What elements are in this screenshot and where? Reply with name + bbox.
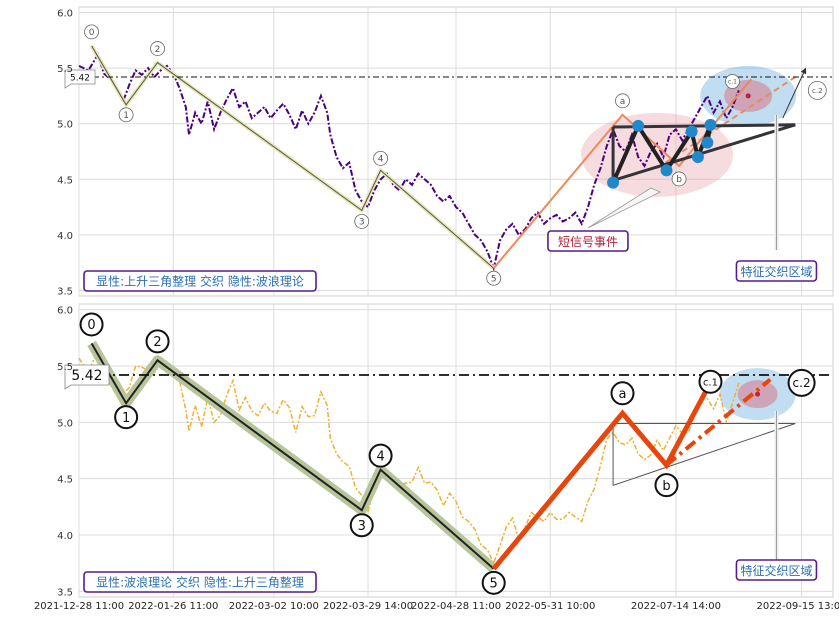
y-tick-label: 5.0 — [57, 120, 73, 131]
x-tick-label: 2022-03-02 10:00 — [229, 601, 319, 612]
y-tick-label: 5.5 — [57, 64, 73, 75]
reference-line-label: 5.42 — [71, 368, 102, 384]
x-tick-label: 2021-12-28 11:00 — [34, 601, 124, 612]
reference-line-label-box — [64, 364, 110, 390]
signal-label-circle — [807, 80, 827, 100]
legend-bottom-box — [83, 571, 317, 593]
feature-zone-label-box — [735, 260, 818, 282]
wave-label-circle — [84, 24, 99, 40]
y-tick-label: 6.0 — [57, 9, 73, 20]
wave-line — [91, 45, 495, 269]
y-tick-label: 4.0 — [57, 531, 73, 542]
wave-label-circle — [118, 107, 134, 123]
legend-bottom: 显性:波浪理论 交织 隐性:上升三角整理 — [96, 575, 304, 590]
signal-label: c.2 — [812, 87, 823, 95]
y-tick-label: 3.5 — [57, 587, 73, 598]
y-tick-label: 5.0 — [57, 418, 73, 429]
zigzag-point — [701, 136, 714, 149]
signal-label-circle — [610, 381, 635, 406]
triangle-lower — [612, 123, 796, 182]
wave-label-circle — [349, 513, 374, 538]
wave-label: 0 — [89, 28, 95, 38]
reference-line-label-box — [64, 69, 96, 89]
short-signal-line — [491, 387, 710, 571]
wave-label: 5 — [491, 274, 497, 284]
wave-label: 0 — [87, 318, 95, 333]
wave-label: 2 — [153, 335, 161, 350]
reference-line-label: 5.42 — [70, 74, 90, 84]
zigzag-point — [632, 119, 645, 132]
zigzag-point — [685, 125, 698, 138]
zigzag-point — [607, 176, 620, 189]
feature-zone-label-box — [735, 559, 818, 581]
y-tick-label: 4.0 — [57, 231, 73, 242]
zigzag-point — [704, 118, 717, 131]
legend-top-box — [83, 270, 317, 292]
wave-label: 1 — [122, 411, 130, 426]
y-tick-label: 4.5 — [57, 175, 73, 186]
wave-label-circle — [486, 270, 502, 286]
zone-arrow-up — [782, 67, 807, 119]
y-tick-label: 6.0 — [57, 306, 73, 317]
zigzag-point — [660, 164, 673, 177]
signal-label: c.1 — [703, 377, 718, 388]
wave-label-circle — [354, 214, 370, 229]
wave-label: 1 — [123, 111, 129, 121]
x-tick-label: 2022-04-28 11:00 — [411, 601, 501, 612]
zigzag-point — [691, 151, 704, 164]
signal-label-circle — [725, 74, 740, 89]
wave-label-circle — [368, 443, 393, 468]
wave-label-circle — [150, 41, 165, 56]
y-tick-label: 4.5 — [57, 475, 73, 486]
wave-label: 5 — [490, 577, 498, 592]
wave-label: 2 — [155, 45, 161, 55]
short-signal-event-label-box — [547, 230, 629, 252]
wave-label-circle — [114, 405, 139, 430]
feature-zone-label: 特征交织区域 — [740, 563, 812, 578]
short-signal-dashed — [665, 377, 772, 467]
signal-label: a — [620, 97, 626, 107]
signal-label: c.1 — [728, 79, 737, 86]
y-tick-label: 3.5 — [57, 286, 73, 297]
x-tick-label: 2022-09-15 13:00 — [757, 601, 839, 612]
wave-label: 3 — [358, 519, 366, 534]
price-series-line — [78, 348, 740, 566]
x-tick-label: 2022-01-26 11:00 — [128, 601, 218, 612]
short-signal-dashed — [656, 76, 796, 170]
signal-label-circle — [615, 93, 630, 109]
signal-label-circle — [787, 368, 816, 397]
wave-line — [90, 342, 495, 570]
signal-label: a — [619, 387, 627, 402]
signal-label-circle — [654, 473, 679, 498]
triangle-lower — [612, 423, 796, 486]
x-tick-label: 2022-05-31 10:00 — [505, 601, 595, 612]
signal-label: c.2 — [793, 376, 811, 390]
x-tick-label: 2022-07-14 14:00 — [631, 601, 721, 612]
x-tick-label: 2022-03-29 14:00 — [323, 601, 413, 612]
signal-label: b — [662, 479, 670, 494]
feature-zone-center — [755, 391, 761, 397]
wave-label: 4 — [376, 449, 384, 464]
wave-label-circle — [145, 329, 170, 354]
wave-label: 3 — [359, 218, 365, 228]
legend-top: 显性:上升三角整理 交织 隐性:波浪理论 — [96, 274, 304, 289]
signal-label: b — [676, 175, 682, 185]
wave-label-circle — [481, 570, 506, 595]
signal-label-circle — [671, 171, 687, 187]
y-tick-label: 5.5 — [57, 362, 73, 373]
signal-label-circle — [698, 369, 723, 394]
feature-zone-label: 特征交织区域 — [740, 264, 812, 279]
signal-pointer — [587, 187, 662, 229]
short-signal-event-label: 短信号事件 — [558, 235, 618, 249]
feature-zone-center — [745, 93, 751, 99]
wave-label-circle — [373, 150, 389, 166]
wave-label: 4 — [378, 155, 384, 165]
wave-label-circle — [79, 312, 104, 337]
